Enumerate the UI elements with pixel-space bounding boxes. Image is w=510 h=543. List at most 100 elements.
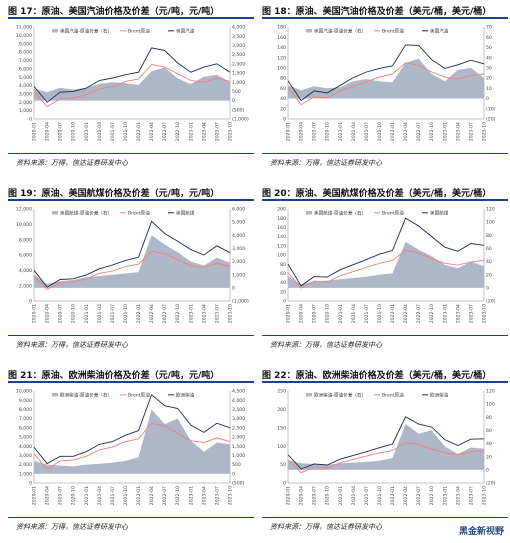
right-tick-label: 2,000 [232,259,245,265]
legend-label: Brent原油 [382,391,404,398]
right-tick-label: 100 [486,402,495,408]
left-tick-label: 8,000 [19,407,32,413]
x-tick-label: 2020-01 [286,304,292,323]
legend-label: 欧洲柴油-原油价差（右） [60,391,112,398]
x-tick-label: 2023-01 [442,486,448,505]
left-tick-label: 2,000 [19,100,32,106]
x-tick-label: 2021-10 [377,486,383,505]
x-tick-label: 2021-01 [338,304,344,323]
x-tick-label: 2023-04 [201,486,207,505]
x-tick-label: 2021-01 [84,486,90,505]
legend-swatch [52,393,58,397]
x-tick-label: 2021-04 [351,486,357,505]
x-tick-label: 2020-04 [299,122,305,141]
right-tick-label: 3,000 [232,416,245,422]
left-tick-label: 7,000 [19,58,32,64]
legend-swatch [306,29,312,33]
right-tick-label: 80 [486,415,492,421]
left-tick-label: 40 [280,280,286,286]
left-tick-label: 8,000 [19,237,32,243]
x-tick-label: 2020-01 [32,122,38,141]
chart-svg: 0 50 100 150 200 250 (20) 0 20 40 60 80 100 120 2020-0… [277,389,496,506]
left-tick-label: 0 [283,481,286,487]
legend-label: 欧洲柴油-原油价差（右） [314,391,366,398]
source-note: 资料来源：万得，信达证券研发中心 [270,523,382,531]
x-tick-label: 2023-04 [201,122,207,141]
x-tick-label: 2022-01 [136,486,142,505]
left-tick-label: 2,000 [19,462,32,468]
source-note: 资料来源：万得，信达证券研发中心 [16,523,128,531]
left-tick-label: 10,000 [16,222,32,228]
spread-area-series [34,409,230,474]
spread-area-series [34,67,230,101]
legend-label: 美国汽油-原油价差（右） [60,27,112,34]
left-tick-label: 4,000 [19,268,32,274]
axes-frame [287,391,485,484]
right-tick-label: 3,500 [232,407,245,413]
x-tick-label: 2020-04 [299,304,305,323]
left-tick-label: 3,000 [19,92,32,98]
left-tick-label: 120 [277,243,286,249]
x-tick-label: 2021-07 [364,486,370,505]
right-tick-label: 1,000 [232,272,245,278]
chart-panel-4: 图 20：原油、美国航煤价格及价差（美元/桶，美元/桶） 0 20 40 60 80 100… [262,186,508,358]
brent-line-series [287,249,485,289]
left-tick-label: 160 [277,35,286,41]
chart-svg: 0 20 40 60 80 100 120 140 160 180 (20) (10) 0 10 20 30 4… [277,25,495,142]
x-tick-label: 2023-01 [442,304,448,323]
x-tick-label: 2023-07 [468,486,474,505]
x-tick-label: 2021-10 [377,304,383,323]
title-rule [8,17,254,19]
x-tick-label: 2020-04 [45,486,51,505]
legend-label: Brent原油 [382,27,404,34]
product-line-series [287,44,485,102]
legend-label: 美国汽油-原油价差（右） [314,27,366,34]
legend-swatch [306,211,312,215]
source-rule [262,335,508,336]
legend-label: 美国航煤 [430,209,449,216]
legend-label: 美国航煤-原油价差（右） [314,209,366,216]
x-tick-label: 2022-04 [403,486,409,505]
x-tick-label: 2022-07 [162,486,168,505]
left-tick-label: 140 [277,234,286,240]
legend-swatch [52,211,58,215]
x-tick-label: 2023-07 [468,304,474,323]
right-tick-label: 500 [232,462,241,468]
brent-line-series [33,64,231,108]
right-tick-label: 2,500 [232,425,245,431]
x-tick-label: 2023-07 [468,122,474,141]
x-tick-label: 2021-01 [84,304,90,323]
x-tick-label: 2020-07 [58,304,64,323]
x-tick-label: 2023-01 [442,122,448,141]
x-tick-label: 2021-07 [364,304,370,323]
left-tick-label: 0 [29,117,32,123]
right-tick-label: (20) [486,481,496,487]
right-tick-label: 60 [486,246,492,252]
x-tick-label: 2022-07 [162,304,168,323]
right-tick-label: 20 [486,272,492,278]
x-tick-label: 2021-01 [338,122,344,141]
right-tick-label: 20 [486,454,492,460]
right-tick-label: 70 [486,25,492,31]
left-tick-label: 10,000 [16,389,32,395]
left-tick-label: 20 [280,289,286,295]
left-tick-label: 9,000 [19,398,32,404]
right-tick-label: (1,000) [232,117,249,123]
right-tick-label: 0 [486,96,489,102]
chart-title: 图 17：原油、美国汽油价格及价差（元/吨，元/吨） [8,7,220,17]
right-tick-label: 3,000 [232,43,245,49]
x-tick-label: 2022-04 [149,486,155,505]
left-tick-label: 6,000 [19,66,32,72]
chart-svg: 0 1,000 2,000 3,000 4,000 5,000 6,000 7,000 8,00… [16,25,249,142]
axes-frame [33,27,231,120]
chart-panel-2: 图 18：原油、美国汽油价格及价差（美元/桶，美元/桶） 0 20 40 60 80 100… [262,4,508,176]
x-tick-label: 2022-01 [136,304,142,323]
source-note: 资料来源：万得，信达证券研发中心 [270,159,382,167]
x-tick-label: 2020-01 [286,122,292,141]
x-tick-label: 2022-07 [416,122,422,141]
x-tick-label: 2020-10 [325,122,331,141]
x-tick-label: 2022-01 [390,122,396,141]
right-tick-label: 0 [232,285,235,291]
axes-frame [287,27,485,120]
left-tick-label: 5,000 [19,75,32,81]
